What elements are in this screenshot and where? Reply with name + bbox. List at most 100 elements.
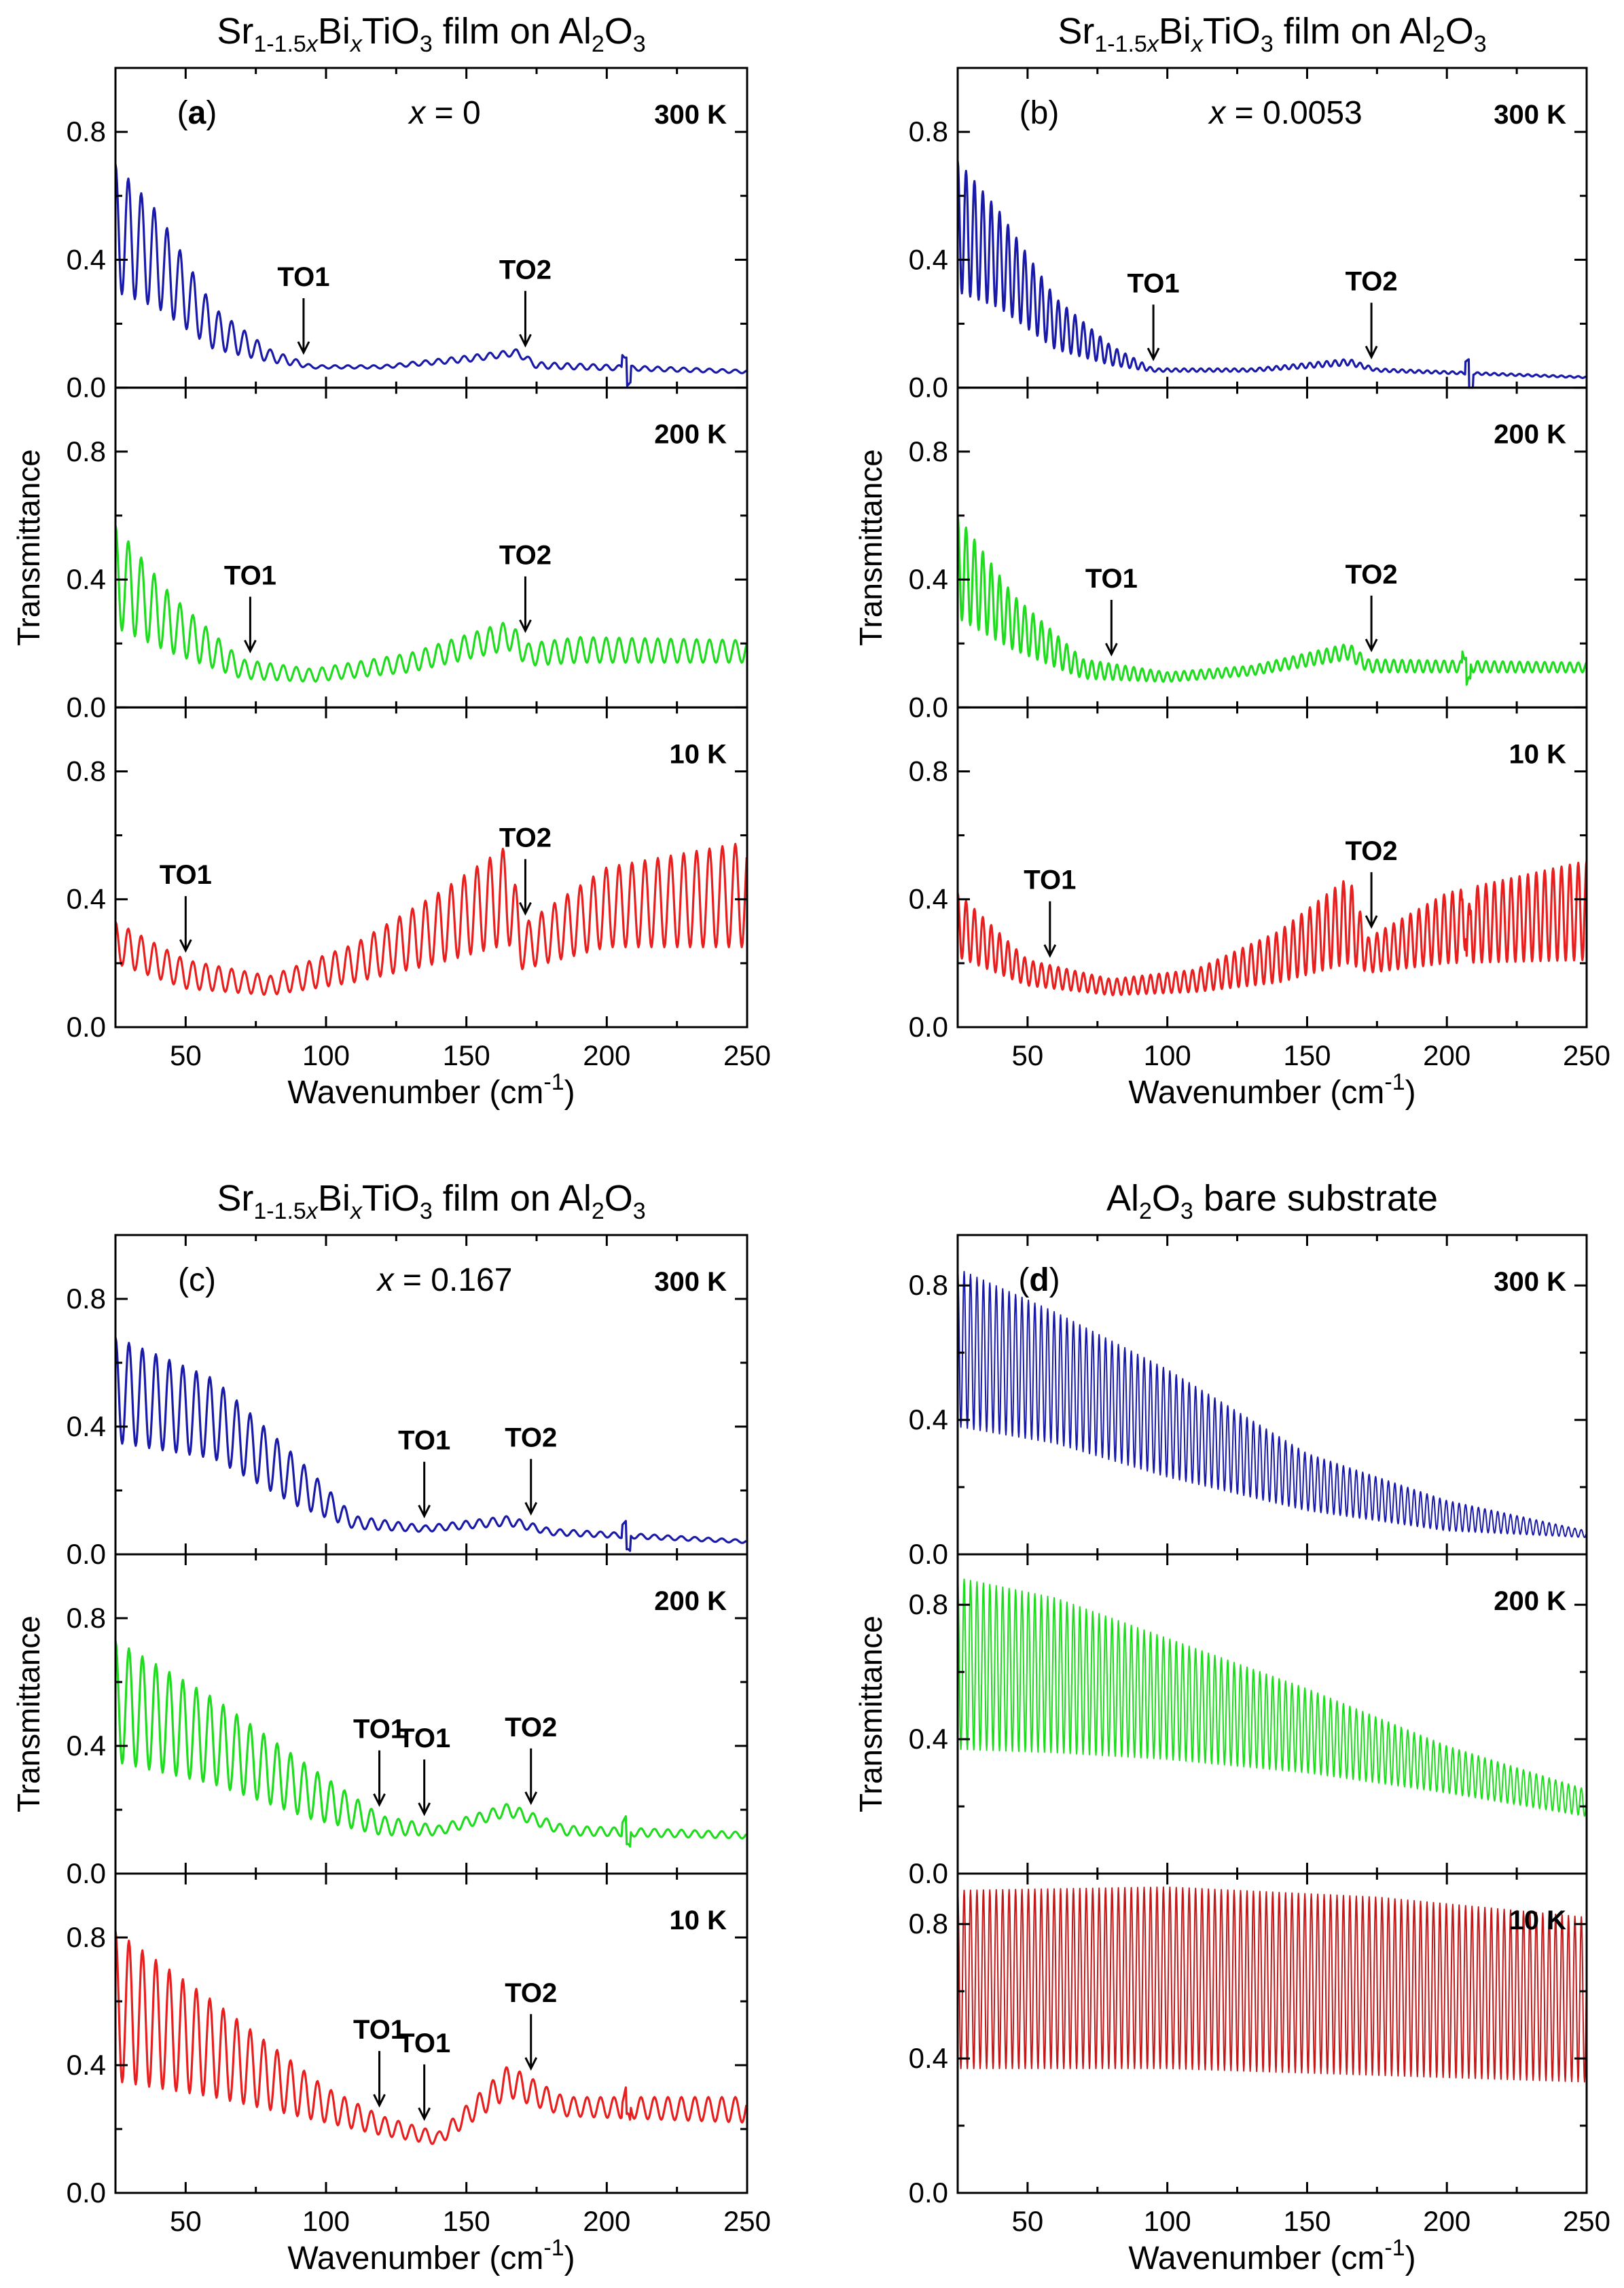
marker-arrowhead xyxy=(1105,643,1118,657)
temperature-label: 200 K xyxy=(654,420,727,450)
x-tick-label: 150 xyxy=(443,2205,490,2237)
panel-c: Sr1-1.5xBixTiO3 film on Al2O3 0.0 0.4 0.8 30… xyxy=(11,1178,771,2276)
x-tick-label: 250 xyxy=(723,2205,771,2237)
subplot-10k: 0.0 0.4 0.8 10 K xyxy=(909,1872,1588,2209)
marker-arrowhead xyxy=(179,939,192,953)
y-tick-label: 0.0 xyxy=(909,2177,948,2209)
y-tick-label: 0.8 xyxy=(909,1908,948,1940)
panel-title: Sr1-1.5xBixTiO3 film on Al2O3 xyxy=(217,11,645,57)
y-tick-label: 0.0 xyxy=(909,372,948,404)
y-tick-label: 0.8 xyxy=(909,1269,948,1301)
marker-arrowhead xyxy=(524,1791,538,1806)
plot-frame xyxy=(956,1872,1588,2194)
marker-label-to1: TO1 xyxy=(160,860,212,890)
y-tick-label: 0.4 xyxy=(67,563,106,595)
subplot-300k: 0.0 0.4 0.8 300 K TO1 TO2 xyxy=(909,67,1588,404)
panel-letter: (a) xyxy=(177,95,217,131)
marker-arrowhead xyxy=(1365,639,1378,653)
y-tick-label: 0.0 xyxy=(67,1538,106,1570)
spectrum-line xyxy=(114,1337,747,1552)
spectrum-line xyxy=(957,1268,1587,1539)
marker-label-to1: TO1 xyxy=(398,2028,450,2058)
spectrum-line xyxy=(114,163,748,387)
temperature-label: 300 K xyxy=(1494,100,1566,130)
marker-arrowhead xyxy=(519,334,532,348)
y-tick-label: 0.0 xyxy=(909,1857,948,1889)
marker-arrowhead xyxy=(1365,345,1378,359)
marker-label-to1: TO1 xyxy=(224,560,276,590)
marker-arrowhead xyxy=(524,1501,538,1516)
y-tick-label: 0.8 xyxy=(67,1283,106,1315)
y-tick-label: 0.0 xyxy=(67,1011,106,1043)
y-tick-label: 0.0 xyxy=(67,2177,106,2209)
x-tick-label: 50 xyxy=(170,2205,202,2237)
panel-title: Sr1-1.5xBixTiO3 film on Al2O3 xyxy=(1058,11,1486,57)
marker-label-to1: TO1 xyxy=(1085,564,1138,594)
plot-frame xyxy=(114,1553,748,1875)
marker-label-to2: TO2 xyxy=(505,1713,557,1742)
y-tick-label: 0.4 xyxy=(909,563,948,595)
y-tick-label: 0.4 xyxy=(67,2049,106,2081)
subplot-10k: 0.0 0.4 0.8 10 K TO1 TO2 xyxy=(909,706,1588,1043)
marker-label-to1: TO1 xyxy=(353,2015,405,2045)
marker-arrowhead xyxy=(1043,944,1057,959)
x-axis-label: Wavenumber (cm-1) xyxy=(287,1069,575,1111)
y-tick-label: 0.0 xyxy=(67,1857,106,1889)
y-tick-label: 0.4 xyxy=(909,883,948,915)
panel-letter: (d) xyxy=(1018,1262,1060,1298)
x-tick-label: 100 xyxy=(302,1039,350,1071)
marker-label-to2: TO2 xyxy=(499,255,552,285)
panel-letter: (b) xyxy=(1019,95,1060,131)
x-tick-label: 200 xyxy=(1423,1039,1470,1071)
subplot-10k: 0.0 0.4 0.8 10 K TO1 TO2 xyxy=(67,706,748,1043)
marker-arrowhead xyxy=(373,1793,386,1807)
marker-label-to2: TO2 xyxy=(505,1978,557,2008)
temperature-label: 10 K xyxy=(670,739,727,769)
marker-label-to1: TO1 xyxy=(1127,268,1180,298)
composition-label: x = 0.0053 xyxy=(1208,95,1363,131)
y-tick-label: 0.4 xyxy=(909,2042,948,2074)
y-tick-label: 0.8 xyxy=(909,1588,948,1620)
panel-a: Sr1-1.5xBixTiO3 film on Al2O3 0.0 0.4 0.8 30… xyxy=(11,11,771,1111)
x-tick-label: 150 xyxy=(1283,1039,1331,1071)
temperature-label: 10 K xyxy=(1509,1906,1567,1935)
y-tick-label: 0.0 xyxy=(67,691,106,723)
subplot-300k: 0.0 0.4 0.8 300 K xyxy=(909,1234,1588,1570)
marker-arrowhead xyxy=(1147,347,1160,361)
temperature-label: 300 K xyxy=(654,1267,727,1297)
marker-arrowhead xyxy=(297,341,310,355)
marker-label-to2: TO2 xyxy=(1346,560,1398,590)
spectrum-line xyxy=(114,1640,748,1848)
marker-label-to2: TO2 xyxy=(499,540,552,570)
marker-label-to2: TO2 xyxy=(505,1423,557,1453)
x-tick-label: 250 xyxy=(723,1039,771,1071)
temperature-label: 300 K xyxy=(1494,1267,1566,1297)
y-axis-label: Transmittance xyxy=(11,449,46,646)
marker-label-to2: TO2 xyxy=(499,823,552,853)
marker-arrowhead xyxy=(418,1505,431,1519)
y-tick-label: 0.8 xyxy=(909,755,948,787)
y-tick-label: 0.8 xyxy=(909,435,948,467)
temperature-label: 200 K xyxy=(1494,420,1566,450)
y-tick-label: 0.4 xyxy=(909,1723,948,1755)
x-tick-label: 50 xyxy=(1012,1039,1044,1071)
y-tick-label: 0.0 xyxy=(67,372,106,404)
marker-label-to1: TO1 xyxy=(398,1723,450,1753)
marker-arrowhead xyxy=(373,2094,386,2108)
panel-letter: (c) xyxy=(178,1262,216,1298)
x-tick-label: 250 xyxy=(1563,2205,1610,2237)
y-axis-label: Transmittance xyxy=(853,449,888,646)
marker-arrowhead xyxy=(519,901,532,916)
y-tick-label: 0.4 xyxy=(67,1730,106,1762)
spectrum-line xyxy=(114,1931,748,2145)
y-tick-label: 0.4 xyxy=(67,1410,106,1442)
spectrum-line xyxy=(957,1886,1587,2083)
spectrum-line xyxy=(957,1577,1587,1817)
spectrum-line xyxy=(956,515,1587,686)
marker-arrowhead xyxy=(418,2107,431,2122)
plot-frame xyxy=(114,706,748,1029)
y-tick-label: 0.8 xyxy=(909,115,948,147)
x-tick-label: 250 xyxy=(1563,1039,1610,1071)
x-tick-label: 100 xyxy=(1144,1039,1191,1071)
